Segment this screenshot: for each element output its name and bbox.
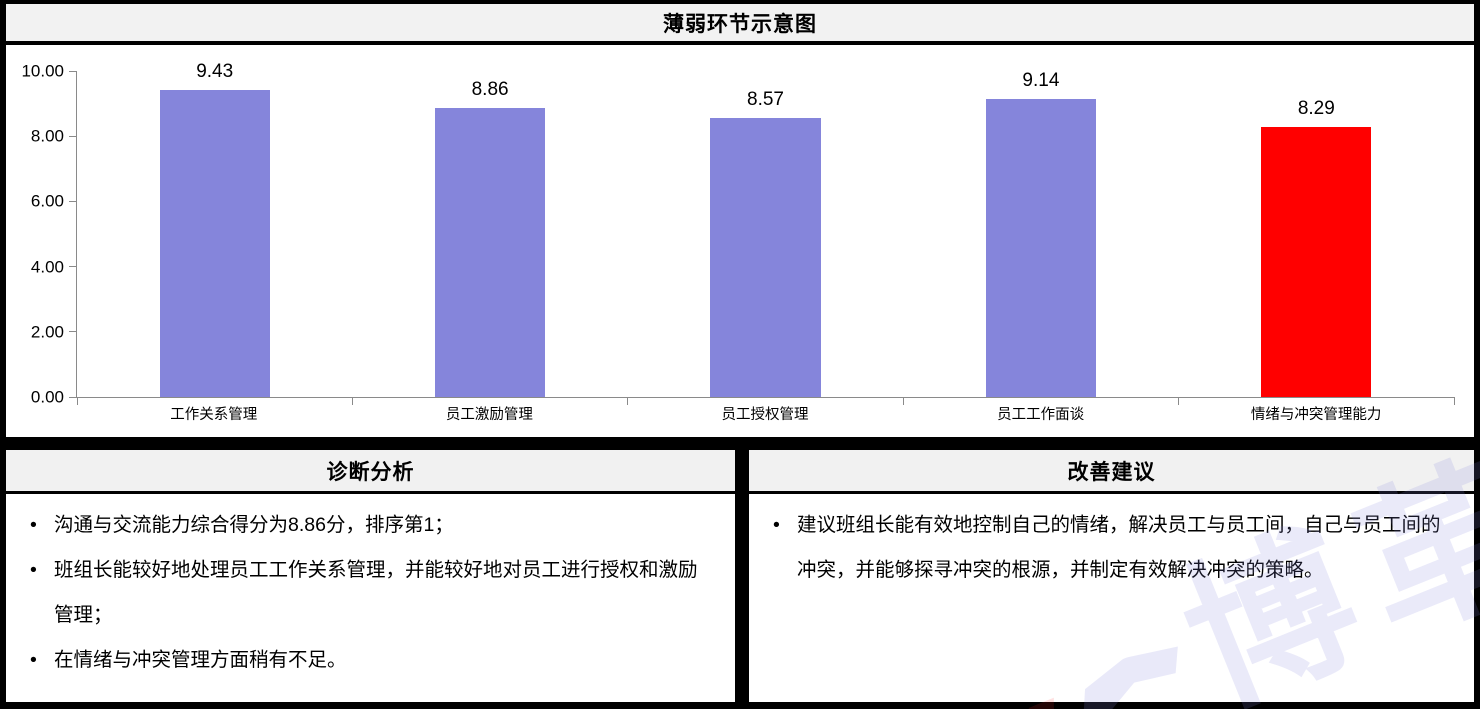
bar-情绪与冲突管理能力 [1261,126,1372,397]
y-tick-mark [69,266,77,268]
analysis-panel-title: 诊断分析 [326,460,415,484]
suggestions-bullet-list: 建议班组长能有效地控制自己的情绪，解决员工与员工间，自己与员工间的冲突，并能够探… [761,503,1448,593]
analysis-panel-header: 诊断分析 [6,450,735,494]
x-category-label: 员工激励管理 [445,407,533,423]
page-title: 薄弱环节示意图 [663,12,817,36]
bullet-item: 班组长能较好地处理员工工作关系管理，并能较好地对员工进行授权和激励管理； [18,548,709,638]
y-tick-label: 0.00 [30,387,64,407]
x-category-label: 员工授权管理 [721,407,809,423]
y-tick-label: 2.00 [30,322,64,342]
analysis-bullet-list: 沟通与交流能力综合得分为8.86分，排序第1；班组长能较好地处理员工工作关系管理… [18,503,709,683]
bullet-item: 沟通与交流能力综合得分为8.86分，排序第1； [18,503,709,548]
bar-value-label: 8.57 [747,88,784,110]
x-axis-labels: 工作关系管理 员工激励管理 员工授权管理 员工工作面谈 情绪与冲突管理能力 [76,407,1454,424]
y-tick-label: 4.00 [30,257,64,277]
x-tick-mark [902,397,904,405]
bar-cell: 8.86 [352,71,627,397]
y-tick-label: 8.00 [30,126,64,146]
bar-value-label: 8.86 [471,79,509,101]
y-tick-label: 10.00 [21,61,64,81]
bar-员工授权管理 [710,117,821,397]
x-tick-mark [1178,397,1180,405]
bar-cell: 9.43 [77,62,352,397]
y-tick-mark [69,200,77,202]
x-tick-mark [627,397,629,405]
x-category-label: 情绪与冲突管理能力 [1250,407,1382,423]
bar-cell: 8.57 [628,71,903,397]
bar-value-label: 9.43 [196,60,234,82]
y-tick-mark [69,396,77,398]
bar-员工工作面谈 [985,99,1096,397]
x-tick-mark [76,397,78,405]
y-axis-labels: 0.00 2.00 4.00 6.00 8.00 10.00 [6,63,64,406]
y-tick-label: 6.00 [30,191,64,211]
x-tick-mark [1453,397,1455,405]
bar-value-label: 8.29 [1297,97,1335,119]
chart-title-bar: 薄弱环节示意图 [6,4,1474,41]
y-tick-mark [69,331,77,333]
bar-cell: 9.14 [903,71,1178,397]
suggestions-panel: 改善建议 建议班组长能有效地控制自己的情绪，解决员工与员工间，自己与员工间的冲突… [749,450,1474,702]
suggestions-panel-title: 改善建议 [1067,460,1156,484]
bar-工作关系管理 [159,89,270,397]
x-category-label: 工作关系管理 [170,407,258,423]
bar-员工激励管理 [435,108,546,397]
bar-chart-panel: 0.00 2.00 4.00 6.00 8.00 10.00 9.43 8.86 8.57 9.… [6,45,1474,437]
bar-cell: 8.29 [1179,71,1454,397]
analysis-panel: 诊断分析 沟通与交流能力综合得分为8.86分，排序第1；班组长能较好地处理员工工… [6,450,735,702]
suggestions-panel-header: 改善建议 [749,450,1474,494]
analysis-panel-body: 沟通与交流能力综合得分为8.86分，排序第1；班组长能较好地处理员工工作关系管理… [6,494,735,683]
x-category-label: 员工工作面谈 [997,407,1085,423]
bullet-item: 建议班组长能有效地控制自己的情绪，解决员工与员工间，自己与员工间的冲突，并能够探… [761,503,1448,593]
bullet-item: 在情绪与冲突管理方面稍有不足。 [18,638,709,683]
plot-area: 9.43 8.86 8.57 9.14 8.29 [69,62,1455,405]
bar-series: 9.43 8.86 8.57 9.14 8.29 [77,62,1454,397]
y-tick-mark [69,70,77,72]
suggestions-panel-body: 建议班组长能有效地控制自己的情绪，解决员工与员工间，自己与员工间的冲突，并能够探… [749,494,1474,593]
y-tick-mark [69,135,77,137]
x-tick-mark [351,397,353,405]
bar-value-label: 9.14 [1022,70,1060,92]
